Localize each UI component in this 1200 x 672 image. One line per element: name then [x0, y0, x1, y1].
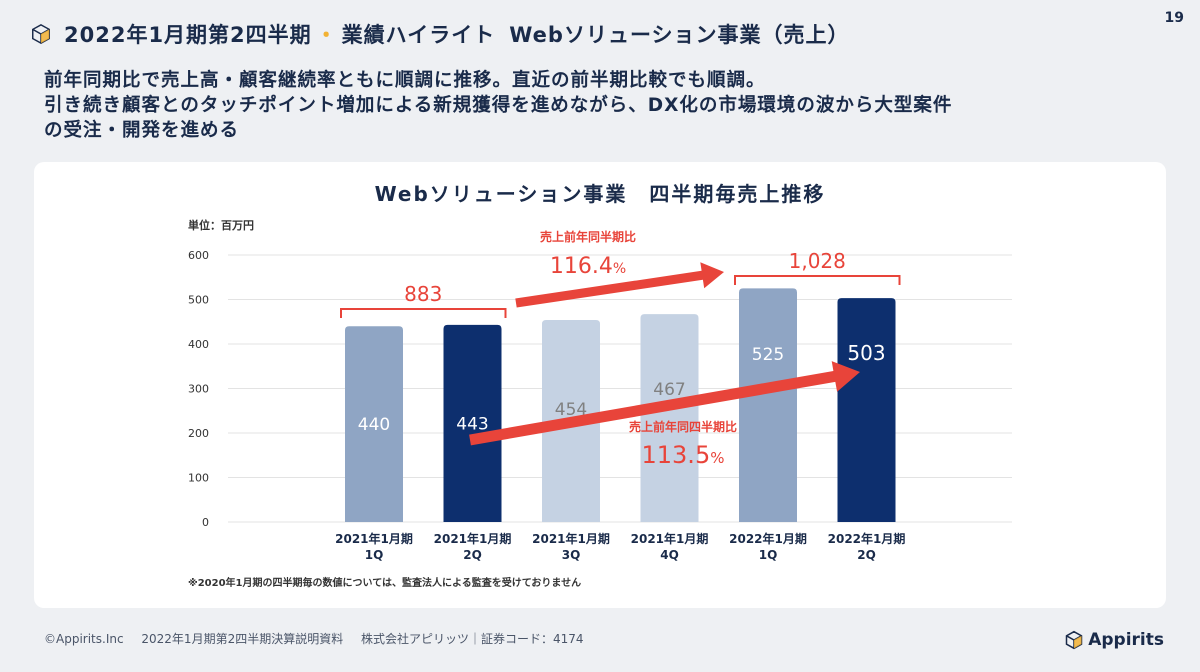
chart-title: Webソリューション事業 四半期毎売上推移 [374, 182, 826, 206]
annotation-unit: % [710, 449, 724, 467]
lead-line-1: 前年同期比で売上高・顧客継続率ともに順調に推移。直近の前半期比較でも順調。 [44, 70, 766, 91]
annotation-value: 116.4% [550, 254, 626, 279]
lead-line-2: 引き続き顧客とのタッチポイント増加による新規獲得を進めながら、DX化の市場環境の… [44, 95, 953, 116]
bar [345, 326, 403, 522]
page-title: 2022年1月期第2四半期・業績ハイライト Webソリューション事業（売上） [64, 19, 850, 49]
data-label: 454 [555, 400, 587, 420]
footer-company: 株式会社アピリッツ｜証券コード：4174 [361, 632, 584, 646]
annotation-title: 売上前年同四半期比 [629, 419, 737, 434]
annotation-number: 116.4 [550, 254, 613, 279]
annotation-unit: % [613, 261, 626, 277]
title-highlight: 業績ハイライト [341, 23, 496, 47]
x-tick-label: 2Q [857, 548, 876, 562]
cube-logo-icon [1065, 630, 1083, 650]
x-tick-label: 1Q [759, 548, 778, 562]
data-label: 440 [358, 415, 390, 435]
bracket-total-label: 1,028 [789, 249, 846, 273]
footer-brand: Appirits [1064, 630, 1164, 650]
y-tick-label: 200 [188, 427, 209, 440]
x-tick-label: 2021年1月期 [335, 531, 413, 546]
trend-arrow [469, 361, 860, 446]
data-label: 525 [752, 345, 784, 365]
data-label: 503 [847, 341, 885, 365]
footer-copyright: ©Appirits.Inc [44, 632, 124, 646]
chart-footnote: ※2020年1月期の四半期毎の数値については、監査法人による監査を受けておりませ… [188, 576, 581, 589]
unit-label: 単位：百万円 [188, 218, 254, 232]
bracket [340, 308, 507, 318]
y-tick-label: 400 [188, 338, 209, 351]
y-tick-label: 300 [188, 383, 209, 396]
lead-line-3: の受注・開発を進める [44, 120, 240, 141]
title-sub: Webソリューション事業（売上） [509, 23, 850, 47]
title-dot: ・ [315, 23, 338, 47]
y-tick-label: 600 [188, 249, 209, 262]
cube-logo-icon [32, 23, 50, 45]
trend-arrow [515, 262, 724, 308]
lead-text: 前年同期比で売上高・顧客継続率ともに順調に推移。直近の前半期比較でも順調。 引き… [44, 68, 1164, 143]
bracket-total-label: 883 [404, 282, 442, 306]
annotation-value: 113.5% [642, 441, 725, 469]
annotation-title: 売上前年同半期比 [540, 229, 636, 244]
title-main: 2022年1月期第2四半期 [64, 23, 312, 47]
bar [837, 298, 896, 522]
bar [739, 288, 797, 522]
brand-name: Appirits [1088, 630, 1164, 650]
footer: ©Appirits.Inc 2022年1月期第2四半期決算説明資料 株式会社アピ… [44, 630, 598, 647]
footer-doc-title: 2022年1月期第2四半期決算説明資料 [141, 632, 344, 646]
y-tick-label: 0 [202, 516, 209, 529]
y-tick-label: 500 [188, 294, 209, 307]
data-label: 443 [456, 414, 488, 434]
x-tick-label: 1Q [365, 548, 384, 562]
x-tick-label: 2021年1月期 [532, 531, 610, 546]
x-tick-label: 2022年1月期 [828, 531, 906, 546]
data-label: 467 [653, 380, 685, 400]
x-tick-label: 2021年1月期 [434, 531, 512, 546]
x-tick-label: 2Q [463, 548, 482, 562]
bracket [734, 275, 901, 285]
x-tick-label: 2022年1月期 [729, 531, 807, 546]
annotation-number: 113.5 [642, 441, 711, 469]
x-tick-label: 2021年1月期 [631, 531, 709, 546]
y-tick-label: 100 [188, 472, 209, 485]
header: 2022年1月期第2四半期・業績ハイライト Webソリューション事業（売上） [30, 14, 1170, 54]
page-number: 19 [1164, 10, 1184, 26]
bar [640, 314, 699, 522]
x-tick-label: 3Q [562, 548, 581, 562]
x-tick-label: 4Q [660, 548, 679, 562]
bar [443, 324, 502, 522]
